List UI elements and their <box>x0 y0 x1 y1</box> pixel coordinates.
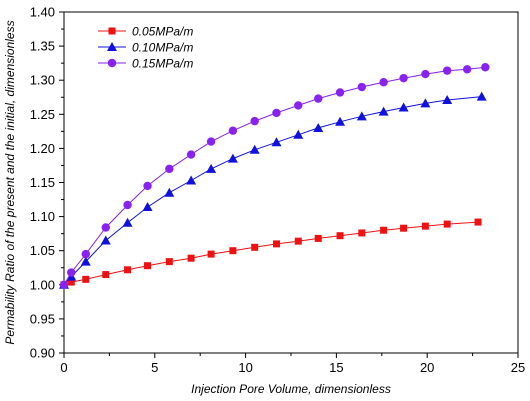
data-point <box>358 229 366 237</box>
legend-item-2: 0.10MPa/m <box>98 41 193 55</box>
data-point <box>67 278 75 286</box>
legend-marker <box>107 42 117 51</box>
data-point <box>249 144 260 154</box>
data-point <box>187 254 195 262</box>
data-point <box>101 223 110 232</box>
legend-label: 0.10MPa/m <box>132 41 193 55</box>
data-point <box>474 218 482 226</box>
data-point <box>442 94 453 104</box>
series-2 <box>59 91 487 289</box>
data-point <box>294 101 303 110</box>
data-point <box>443 220 451 228</box>
series-3 <box>59 63 490 289</box>
y-tick-label: 1.40 <box>30 5 55 20</box>
series-line <box>63 221 479 286</box>
data-point <box>81 249 90 259</box>
data-point <box>165 258 173 266</box>
data-point <box>378 106 389 116</box>
y-tick-label: 1.30 <box>30 73 55 88</box>
data-point <box>186 175 197 185</box>
data-point <box>313 122 324 132</box>
data-point <box>122 217 133 227</box>
data-point <box>294 237 302 245</box>
legend-label: 0.05MPa/m <box>132 25 193 39</box>
data-point <box>227 153 238 163</box>
data-point <box>143 181 152 191</box>
legend-marker <box>108 27 116 35</box>
data-point <box>421 222 429 230</box>
y-axis-title: Permability Ratio of the present and the… <box>3 20 17 344</box>
data-point <box>82 275 90 283</box>
legend-item-3: 0.15MPa/m <box>98 57 193 71</box>
data-point <box>272 240 280 248</box>
y-tick-label: 1.20 <box>30 141 55 156</box>
data-point <box>476 91 487 101</box>
data-point <box>335 116 346 126</box>
data-point <box>80 256 91 266</box>
data-point <box>398 102 409 112</box>
data-point <box>357 82 367 92</box>
data-point <box>250 116 259 126</box>
y-tick-label: 1.25 <box>30 107 55 122</box>
data-point <box>271 137 282 147</box>
y-tick-label: 1.15 <box>30 175 55 190</box>
y-tick-label: 1.35 <box>30 39 55 54</box>
x-tick-label: 15 <box>329 360 343 375</box>
data-point <box>251 243 259 251</box>
y-tick-label: 1.00 <box>30 277 55 292</box>
data-point <box>293 129 304 139</box>
data-point <box>186 150 196 159</box>
data-point <box>206 163 217 173</box>
y-tick-label: 1.10 <box>30 209 55 224</box>
data-point <box>462 65 472 74</box>
series-line <box>63 96 482 286</box>
data-point <box>481 63 490 72</box>
data-point <box>228 126 238 135</box>
data-point <box>142 202 153 212</box>
x-tick-label: 5 <box>151 360 158 375</box>
data-point <box>67 268 76 277</box>
data-point <box>400 224 408 232</box>
data-point <box>102 271 110 279</box>
data-point <box>124 266 132 274</box>
data-point <box>206 137 216 146</box>
legend: 0.05MPa/m 0.10MPa/m 0.15MPa/m <box>98 25 193 71</box>
data-point <box>421 69 430 79</box>
data-point <box>399 73 408 83</box>
data-point <box>272 108 281 118</box>
data-point <box>100 235 111 245</box>
data-point <box>314 94 323 103</box>
x-axis-title: Injection Pore Volume, dimensionless <box>191 382 391 396</box>
data-point <box>379 78 388 87</box>
plot-series <box>59 63 490 289</box>
legend-label: 0.15MPa/m <box>132 57 193 71</box>
x-tick-label: 0 <box>60 360 67 375</box>
series-line <box>63 66 486 286</box>
y-tick-label: 1.05 <box>30 243 55 258</box>
x-tick-label: 25 <box>511 360 525 375</box>
data-point <box>335 88 345 97</box>
data-point <box>164 187 175 197</box>
data-point <box>442 66 452 75</box>
series-1 <box>60 218 482 289</box>
x-tick-label: 10 <box>238 360 252 375</box>
data-point <box>165 164 174 174</box>
y-tick-label: 0.95 <box>30 311 55 326</box>
x-tick-label: 20 <box>420 360 434 375</box>
data-point <box>336 232 344 240</box>
data-point <box>123 200 132 210</box>
data-point <box>420 98 431 108</box>
data-point <box>314 234 322 242</box>
data-point <box>59 280 69 289</box>
data-point <box>144 262 152 270</box>
data-point <box>380 226 388 234</box>
legend-marker <box>107 58 117 68</box>
data-point <box>229 247 237 255</box>
data-point <box>356 111 367 121</box>
data-point <box>207 250 215 258</box>
y-tick-label: 0.90 <box>30 346 55 361</box>
axes: 0 5 10 15 20 25 0.90 0.95 1.00 1.05 1.10 1.15 1.20 1.… <box>30 5 526 376</box>
legend-item-1: 0.05MPa/m <box>98 25 193 39</box>
